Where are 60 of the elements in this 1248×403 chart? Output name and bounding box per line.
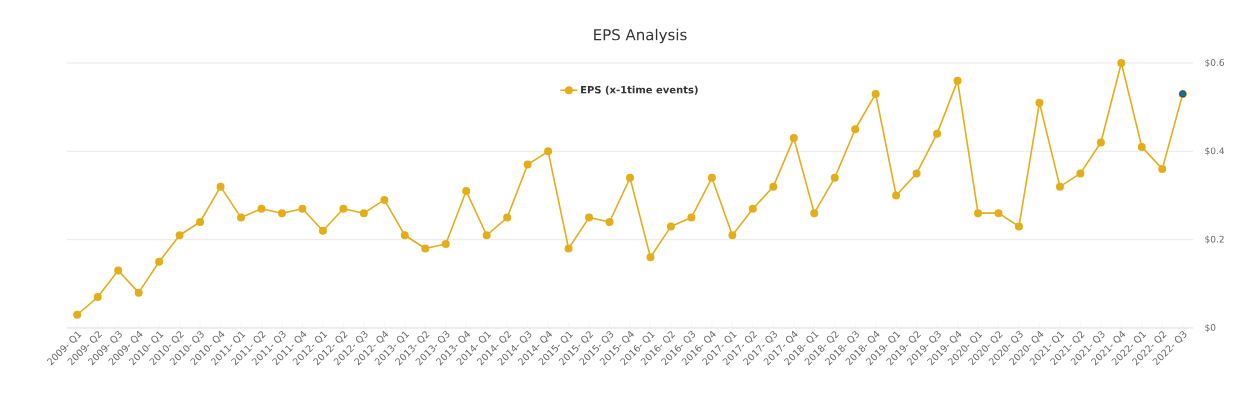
- point: [1096, 138, 1105, 147]
- point: [73, 310, 82, 319]
- point: [196, 217, 205, 226]
- point: [1014, 222, 1023, 231]
- point: [912, 169, 921, 178]
- point: [359, 209, 368, 218]
- point: [974, 209, 983, 218]
- point: [953, 76, 962, 85]
- point: [810, 209, 819, 218]
- point: [1035, 98, 1044, 107]
- point: [1117, 58, 1126, 67]
- point: [933, 129, 942, 138]
- point: [871, 89, 880, 98]
- point: [114, 266, 123, 275]
- point: [564, 244, 573, 253]
- point: [277, 209, 286, 218]
- point: [789, 134, 798, 143]
- point: [851, 125, 860, 134]
- point: [830, 173, 839, 182]
- point: [728, 231, 737, 240]
- point: [216, 182, 225, 191]
- point: [93, 293, 102, 302]
- y-tick-label: $0.2: [1205, 235, 1224, 244]
- point: [646, 253, 655, 262]
- point: [1076, 169, 1085, 178]
- point: [626, 173, 634, 182]
- point: [318, 226, 327, 235]
- point: [994, 209, 1003, 218]
- point: [503, 213, 512, 222]
- point: [769, 182, 778, 191]
- point: [748, 204, 757, 213]
- y-tick-label: $0.6: [1205, 58, 1224, 68]
- point: [482, 231, 491, 240]
- point: [441, 240, 450, 249]
- y-tick-label: $0.4: [1205, 147, 1225, 156]
- point: [687, 213, 696, 222]
- y-tick-label: $0: [1205, 323, 1216, 333]
- point: [666, 222, 675, 231]
- point: [523, 160, 532, 169]
- point: [1055, 182, 1064, 191]
- point: [400, 231, 409, 240]
- point: [1137, 142, 1146, 151]
- point: [380, 195, 389, 204]
- point: [155, 257, 164, 266]
- point: [707, 173, 716, 182]
- point: [1158, 164, 1167, 173]
- point: [585, 213, 594, 222]
- point: [175, 231, 184, 240]
- point: [257, 204, 266, 213]
- point: [605, 217, 614, 226]
- legend-label: EPS (x-1time events): [581, 85, 698, 95]
- point: [892, 191, 901, 200]
- point: [237, 213, 246, 222]
- point: [339, 204, 348, 213]
- point: [462, 187, 471, 196]
- point: [544, 147, 553, 156]
- chart-title: EPS Analysis: [594, 28, 687, 44]
- point: [134, 288, 143, 297]
- point: [421, 244, 430, 253]
- point: [298, 204, 307, 213]
